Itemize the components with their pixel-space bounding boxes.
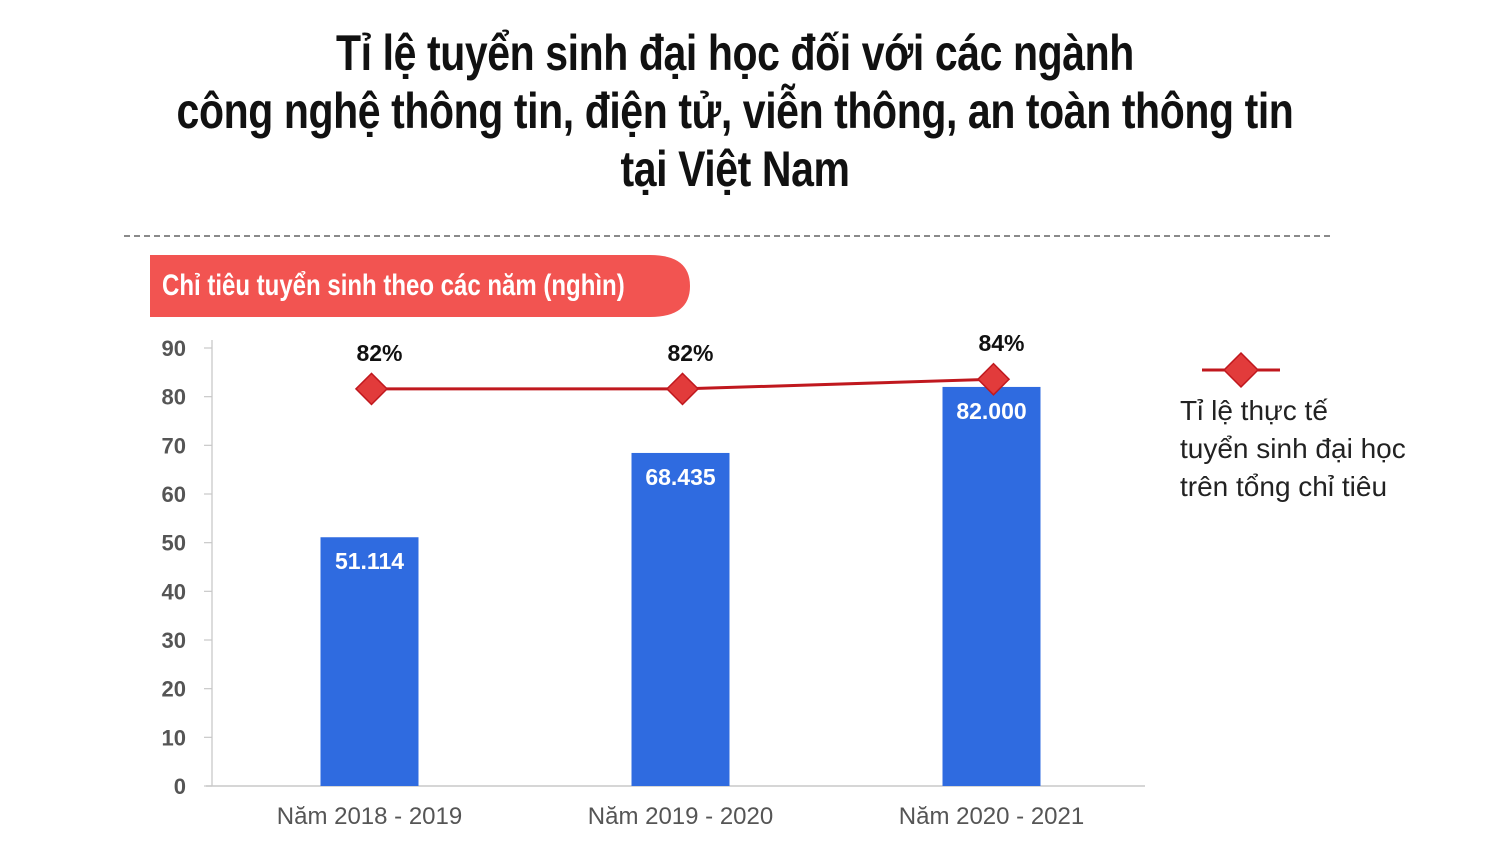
title-divider <box>124 235 1330 237</box>
y-tick-label: 40 <box>162 579 186 604</box>
bar-value-label: 68.435 <box>645 464 716 490</box>
legend-marker <box>1202 351 1280 389</box>
y-tick-label: 80 <box>162 385 186 410</box>
x-tick-label: Năm 2020 - 2021 <box>899 803 1084 830</box>
y-tick-label: 20 <box>162 677 186 702</box>
title-line-2: công nghệ thông tin, điện tử, viễn thông… <box>176 83 1294 139</box>
legend-line-3: trên tổng chỉ tiêu <box>1180 471 1388 502</box>
rate-label: 84% <box>978 330 1024 356</box>
x-tick-label: Năm 2018 - 2019 <box>277 803 462 830</box>
bar <box>631 452 730 786</box>
title-line-3: tại Việt Nam <box>620 141 850 197</box>
bar <box>942 386 1041 786</box>
legend-diamond-icon <box>1222 351 1260 389</box>
bar <box>320 537 419 786</box>
y-tick-label: 70 <box>162 433 186 458</box>
subtitle-text: Chỉ tiêu tuyển sinh theo các năm (nghìn) <box>162 269 625 302</box>
bar-value-label: 82.000 <box>956 398 1026 424</box>
rate-marker <box>976 362 1011 396</box>
legend-line-2: tuyển sinh đại học <box>1180 433 1406 464</box>
title-line-1: Tỉ lệ tuyển sinh đại học đối với các ngà… <box>336 25 1134 81</box>
legend-line-1: Tỉ lệ thực tế <box>1180 395 1328 426</box>
y-tick-label: 60 <box>162 482 186 507</box>
rate-marker <box>354 372 389 406</box>
subtitle-banner: Chỉ tiêu tuyển sinh theo các năm (nghìn) <box>150 255 690 317</box>
bar-value-label: 51.114 <box>335 548 404 574</box>
legend-label: Tỉ lệ thực tế tuyển sinh đại học trên tổ… <box>1180 392 1470 506</box>
y-tick-label: 90 <box>162 336 186 361</box>
y-tick-label: 10 <box>162 725 186 750</box>
x-tick-label: Năm 2019 - 2020 <box>588 803 773 830</box>
rate-label: 82% <box>356 340 402 366</box>
banner-shape <box>150 255 690 317</box>
y-tick-label: 30 <box>162 628 186 653</box>
rate-label: 82% <box>667 340 713 366</box>
y-tick-label: 50 <box>162 531 186 556</box>
page-title: Tỉ lệ tuyển sinh đại học đối với các ngà… <box>132 24 1337 198</box>
y-tick-label: 0 <box>174 774 186 799</box>
rate-marker <box>665 372 700 406</box>
